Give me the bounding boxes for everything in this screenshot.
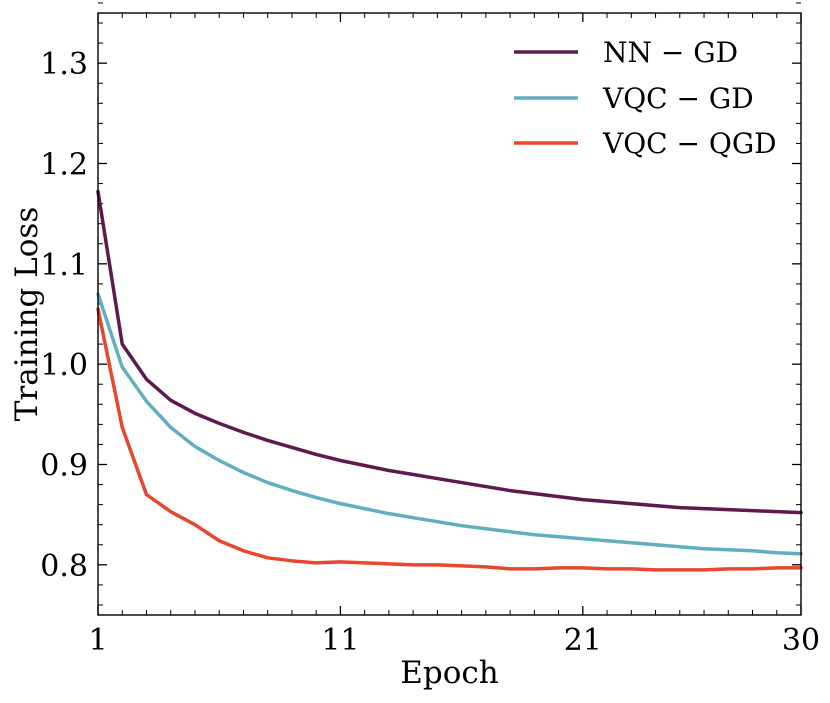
x-tick-label: 1 xyxy=(88,623,107,658)
series-line-2 xyxy=(96,307,803,572)
x-tick-label: 11 xyxy=(321,623,359,658)
legend: NN − GD VQC − GD VQC − QGD xyxy=(514,36,777,160)
series-lines xyxy=(96,189,803,572)
x-tick-label: 30 xyxy=(782,623,820,658)
legend-entry-vqc-qgd: VQC − QGD xyxy=(514,127,777,160)
y-axis-label: Training Loss xyxy=(9,207,45,422)
y-tick-label: 1.2 xyxy=(40,148,88,183)
x-axis-label: Epoch xyxy=(400,655,498,691)
legend-entry-vqc-gd: VQC − GD xyxy=(514,82,754,115)
legend-entry-nn-gd: NN − GD xyxy=(514,36,738,69)
legend-label-vqc-gd: VQC − GD xyxy=(602,82,754,115)
y-tick-label: 0.8 xyxy=(40,549,88,584)
series-line-1 xyxy=(96,292,803,556)
axis-ticks xyxy=(97,2,802,615)
tick-labels: 1 11 21 300.80.91.01.11.21.3 xyxy=(40,47,820,658)
legend-label-vqc-qgd: VQC − QGD xyxy=(602,127,777,160)
legend-label-nn-gd: NN − GD xyxy=(603,36,738,69)
series-line-0 xyxy=(96,189,803,515)
x-tick-label: 21 xyxy=(564,623,602,658)
y-tick-label: 0.9 xyxy=(40,449,88,484)
y-tick-label: 1.0 xyxy=(40,348,88,383)
y-tick-label: 1.3 xyxy=(40,47,88,82)
y-tick-label: 1.1 xyxy=(40,248,88,283)
plot-frame xyxy=(97,12,802,616)
